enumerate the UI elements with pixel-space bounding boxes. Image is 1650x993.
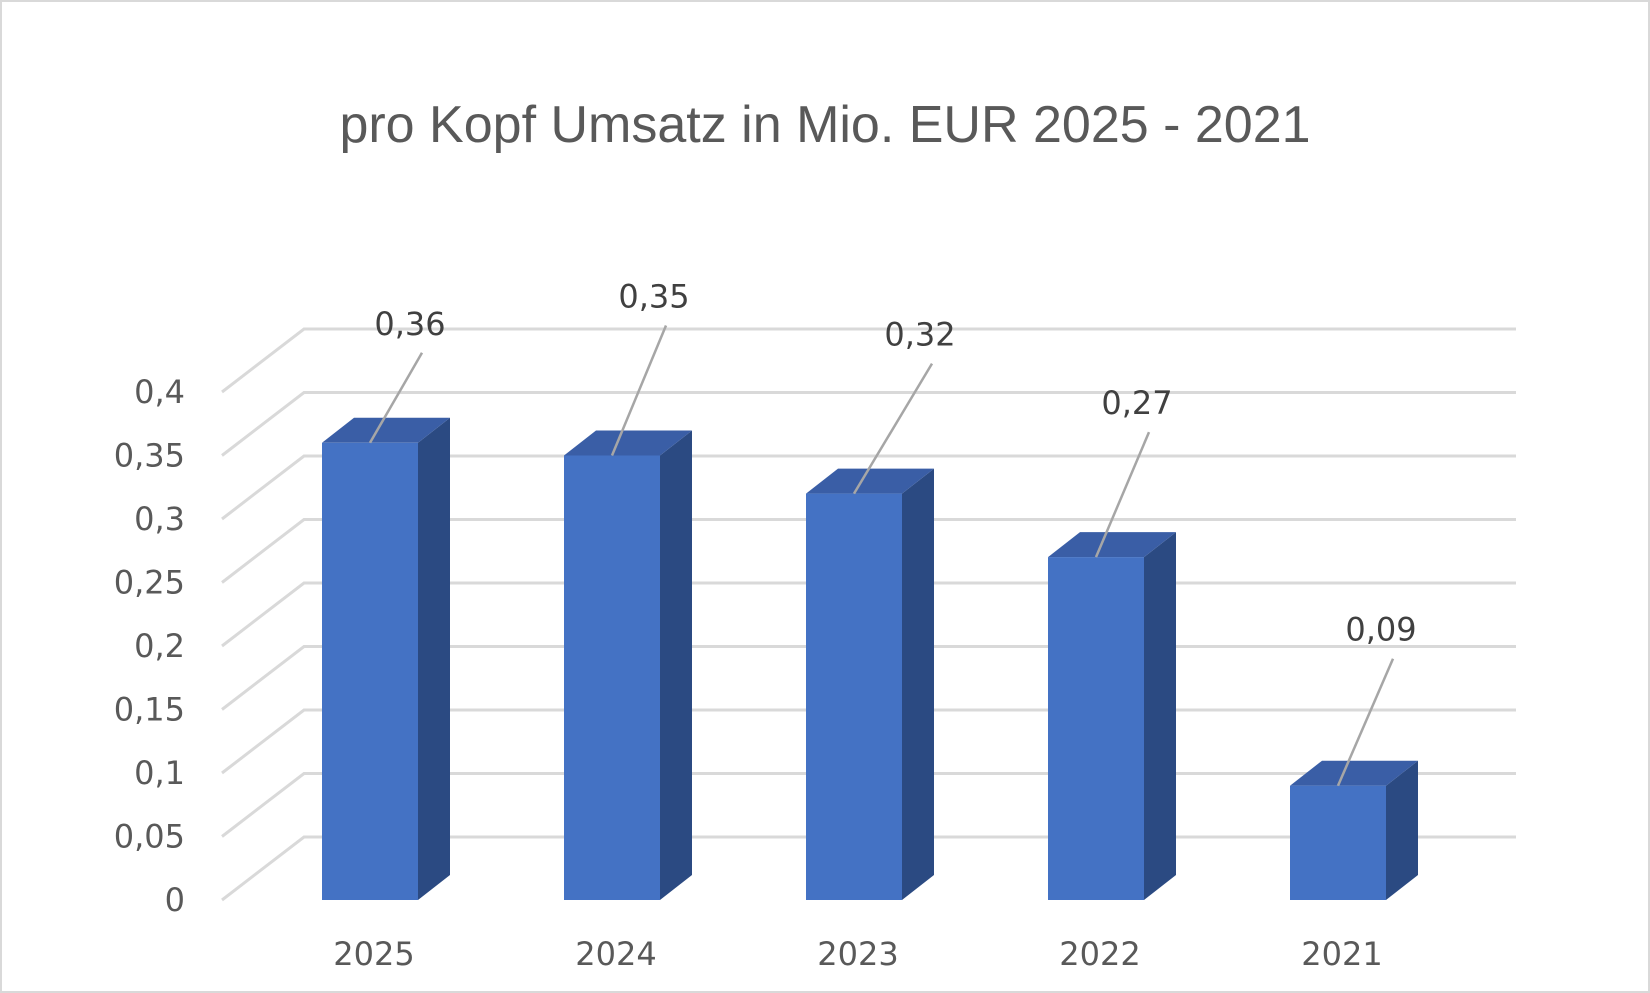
bar-front — [564, 455, 660, 900]
bar-front — [322, 442, 418, 900]
y-tick-label: 0,35 — [114, 437, 185, 475]
leader-line — [610, 325, 668, 456]
x-tick-label: 2025 — [333, 935, 414, 973]
x-tick-label: 2022 — [1059, 935, 1140, 973]
leader-line — [1336, 658, 1395, 787]
data-labels: 0,36 0,35 0,32 0,27 0,09 — [374, 278, 1416, 649]
data-label-leader-lines — [368, 325, 1395, 787]
bar-side — [902, 468, 934, 900]
gridline — [221, 454, 1516, 521]
y-tick-label: 0,1 — [134, 754, 185, 792]
y-tick-label: 0 — [165, 881, 185, 919]
y-tick-label: 0,3 — [134, 500, 185, 538]
bar-2024 — [564, 430, 692, 900]
y-tick-label: 0,25 — [114, 564, 185, 602]
leader-line — [1094, 431, 1151, 558]
bar-top — [806, 468, 934, 494]
bar-2025 — [322, 417, 450, 900]
bar-side — [1144, 532, 1176, 900]
bar-top — [564, 430, 692, 456]
bar-2022 — [1048, 532, 1176, 900]
y-axis-tick-labels: 0 0,05 0,1 0,15 0,2 0,25 0,3 0,35 0,4 — [114, 373, 185, 919]
bar-side — [660, 430, 692, 900]
bar-top — [322, 417, 450, 443]
data-label: 0,27 — [1101, 384, 1172, 422]
bar-side — [418, 417, 450, 900]
data-label: 0,09 — [1345, 611, 1416, 649]
data-label: 0,32 — [884, 316, 955, 354]
bars — [322, 417, 1418, 900]
bar-top — [1290, 760, 1418, 786]
y-tick-label: 0,05 — [114, 818, 185, 856]
chart-title: pro Kopf Umsatz in Mio. EUR 2025 - 2021 — [339, 96, 1310, 154]
x-tick-label: 2021 — [1301, 935, 1382, 973]
y-tick-label: 0,15 — [114, 691, 185, 729]
data-label: 0,35 — [618, 278, 689, 316]
bar-front — [806, 493, 902, 900]
bar-side — [1386, 760, 1418, 900]
bar-2023 — [806, 468, 934, 900]
bar-top — [1048, 532, 1176, 558]
bar-front — [1290, 785, 1386, 900]
y-tick-label: 0,2 — [134, 627, 185, 665]
gridline — [221, 391, 1516, 457]
leader-line — [368, 352, 424, 444]
gridline — [221, 327, 1516, 394]
y-tick-label: 0,4 — [134, 373, 185, 411]
x-tick-label: 2024 — [575, 935, 656, 973]
data-label: 0,36 — [374, 305, 445, 343]
x-axis-tick-labels: 2025 2024 2023 2022 2021 — [333, 935, 1382, 973]
bar-2021 — [1290, 760, 1418, 900]
bar-front — [1048, 557, 1144, 900]
leader-line — [852, 362, 934, 495]
x-tick-label: 2023 — [817, 935, 898, 973]
